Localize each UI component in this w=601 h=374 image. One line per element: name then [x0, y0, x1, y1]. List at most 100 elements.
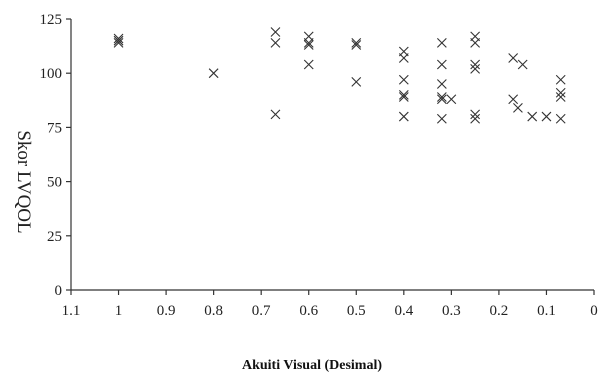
- data-point-stroke: [436, 59, 447, 70]
- data-point: [208, 68, 219, 79]
- data-point: [436, 59, 447, 70]
- data-point: [113, 35, 124, 46]
- data-point: [541, 111, 552, 122]
- y-tick-label: 100: [40, 66, 63, 82]
- data-point: [436, 94, 447, 105]
- data-point: [436, 92, 447, 102]
- x-tick-label: 0.5: [347, 303, 366, 319]
- x-tick-label: 0.9: [157, 303, 176, 319]
- data-point: [351, 40, 362, 50]
- data-point: [446, 94, 457, 105]
- data-point: [398, 89, 409, 100]
- data-point-stroke: [436, 37, 447, 48]
- data-point: [113, 37, 124, 48]
- data-point-stroke: [113, 33, 124, 44]
- x-tick-label: 0.7: [252, 303, 271, 319]
- data-point-stroke: [527, 111, 538, 122]
- data-point: [436, 79, 447, 89]
- data-point: [470, 109, 481, 120]
- x-tick-label: 0.6: [299, 303, 318, 319]
- x-tick-label: 1: [115, 303, 123, 319]
- data-point-stroke: [470, 109, 481, 120]
- data-point-stroke: [513, 102, 523, 113]
- data-point: [270, 37, 281, 48]
- data-point-stroke: [470, 59, 481, 70]
- y-tick-label: 75: [47, 120, 62, 136]
- data-point-stroke: [398, 92, 409, 102]
- data-point-stroke: [208, 68, 219, 79]
- data-point-stroke: [270, 109, 281, 120]
- data-point: [113, 33, 124, 44]
- y-tick-label: 125: [40, 12, 63, 28]
- data-point-stroke: [436, 113, 447, 124]
- data-point: [527, 111, 538, 122]
- data-point-stroke: [436, 79, 447, 89]
- data-point: [398, 53, 409, 63]
- data-point-stroke: [555, 113, 566, 124]
- x-tick-label: 0.1: [537, 303, 556, 319]
- data-point: [436, 37, 447, 48]
- data-point: [270, 27, 281, 37]
- data-point: [270, 109, 281, 120]
- data-point: [470, 37, 481, 48]
- y-tick-label: 25: [47, 229, 62, 245]
- x-tick-label: 0.8: [204, 303, 223, 319]
- data-point: [470, 113, 481, 124]
- data-point-stroke: [398, 53, 409, 63]
- data-point: [398, 92, 409, 102]
- data-point-stroke: [555, 74, 566, 85]
- data-point: [555, 113, 566, 124]
- data-point-stroke: [446, 94, 457, 105]
- data-point: [555, 74, 566, 85]
- data-point: [303, 37, 314, 48]
- x-tick-label: 0: [590, 303, 598, 319]
- data-point: [517, 59, 528, 70]
- data-point-stroke: [303, 37, 314, 48]
- data-point: [398, 111, 409, 122]
- y-tick-label: 0: [55, 283, 63, 299]
- data-point: [351, 76, 362, 87]
- data-point-stroke: [436, 92, 447, 102]
- y-tick-label: 50: [47, 175, 62, 191]
- data-point-stroke: [470, 63, 481, 74]
- data-point-stroke: [555, 87, 566, 98]
- data-point-stroke: [517, 59, 528, 70]
- data-point-stroke: [508, 53, 519, 63]
- data-point-stroke: [508, 94, 519, 105]
- data-point: [436, 113, 447, 124]
- data-point: [508, 53, 519, 63]
- data-point-stroke: [113, 37, 124, 48]
- data-point: [513, 102, 523, 113]
- data-point-stroke: [303, 59, 314, 70]
- chart-marks: [113, 27, 566, 124]
- data-point-stroke: [398, 74, 409, 85]
- data-point: [470, 59, 481, 70]
- data-point-stroke: [270, 37, 281, 48]
- data-point-stroke: [113, 35, 124, 46]
- data-point: [555, 92, 566, 102]
- data-point-stroke: [470, 37, 481, 48]
- data-point-stroke: [351, 40, 362, 50]
- data-point: [398, 74, 409, 85]
- data-point: [351, 37, 362, 48]
- data-point-stroke: [470, 113, 481, 124]
- x-tick-label: 1.1: [62, 303, 81, 319]
- data-point-stroke: [436, 94, 447, 105]
- data-point: [303, 40, 314, 50]
- data-point: [555, 87, 566, 98]
- data-point-stroke: [398, 111, 409, 122]
- x-axis-label: Akuiti Visual (Desimal): [242, 358, 382, 373]
- x-tick-label: 0.3: [442, 303, 461, 319]
- data-point-stroke: [541, 111, 552, 122]
- data-point-stroke: [555, 92, 566, 102]
- y-axis-label: Skor LVQOL: [13, 130, 34, 233]
- data-point-stroke: [303, 40, 314, 50]
- data-point: [508, 94, 519, 105]
- data-point-stroke: [351, 76, 362, 87]
- x-tick-label: 0.2: [490, 303, 509, 319]
- x-tick-label: 0.4: [394, 303, 413, 319]
- data-point-stroke: [351, 37, 362, 48]
- chart-axes: 0 25 50 75 100 125 1.1 1 0.9 0.8 0.7 0.6 0.5 0.4 0.3 0.…: [40, 12, 598, 319]
- data-point-stroke: [398, 89, 409, 100]
